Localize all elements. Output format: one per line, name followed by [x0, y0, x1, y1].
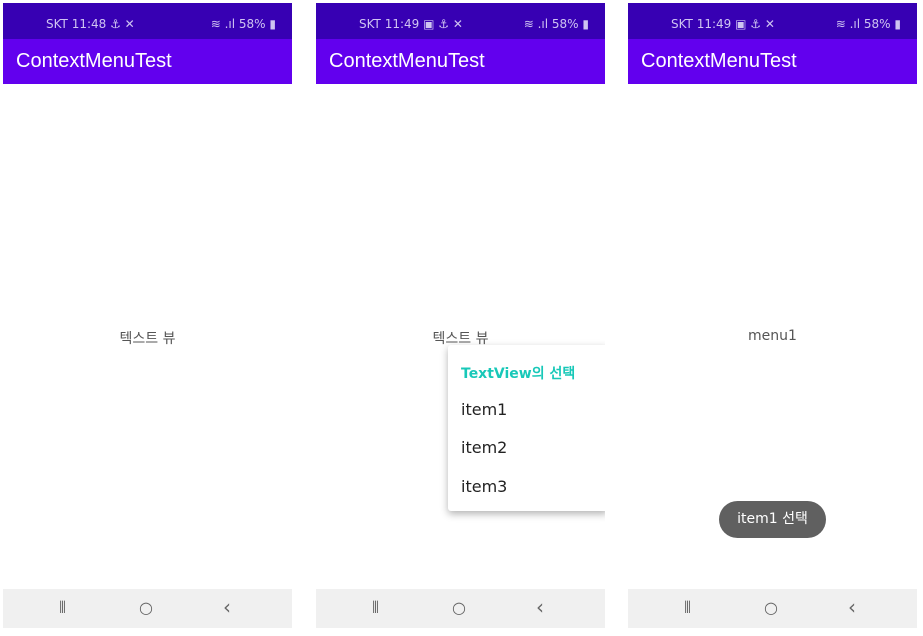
nav-bar: ⦀ ○ ‹	[628, 589, 917, 628]
toast: item1 선택	[719, 501, 826, 538]
app-title: ContextMenuTest	[329, 50, 485, 72]
text-view[interactable]: 텍스트 뷰	[432, 331, 489, 347]
text-view[interactable]: 텍스트 뷰	[119, 331, 176, 347]
home-icon[interactable]: ○	[764, 598, 778, 617]
status-bar: SKT 11:49 ▣ ⚓ ✕ ≋ .ıl 58% ▮	[628, 3, 917, 39]
app-title: ContextMenuTest	[641, 50, 797, 72]
app-title: ContextMenuTest	[16, 50, 172, 72]
back-icon[interactable]: ‹	[848, 595, 856, 619]
menu-item-2[interactable]: item2	[461, 438, 508, 457]
app-bar: ContextMenuTest	[3, 39, 292, 84]
nav-bar: ⦀ ○ ‹	[316, 589, 605, 628]
home-icon[interactable]: ○	[452, 598, 466, 617]
status-left: SKT 11:48 ⚓ ✕	[46, 17, 135, 31]
status-left: SKT 11:49 ▣ ⚓ ✕	[359, 17, 463, 31]
nav-bar: ⦀ ○ ‹	[3, 589, 292, 628]
app-bar: ContextMenuTest	[628, 39, 917, 84]
screen-2: SKT 11:49 ▣ ⚓ ✕ ≋ .ıl 58% ▮ ContextMenuTe…	[316, 3, 605, 628]
menu-item-1[interactable]: item1	[461, 400, 508, 419]
screen-1: SKT 11:48 ⚓ ✕ ≋ .ıl 58% ▮ ContextMenuTest…	[3, 3, 292, 628]
text-view[interactable]: menu1	[748, 328, 797, 344]
status-right: ≋ .ıl 58% ▮	[210, 17, 276, 31]
context-menu: TextView의 선택 item1 item2 item3	[448, 345, 605, 511]
back-icon[interactable]: ‹	[536, 595, 544, 619]
home-icon[interactable]: ○	[139, 598, 153, 617]
recents-icon[interactable]: ⦀	[59, 598, 67, 617]
context-menu-title: TextView의 선택	[461, 366, 576, 382]
screen-3: SKT 11:49 ▣ ⚓ ✕ ≋ .ıl 58% ▮ ContextMenuTe…	[628, 3, 917, 628]
back-icon[interactable]: ‹	[223, 595, 231, 619]
status-bar: SKT 11:49 ▣ ⚓ ✕ ≋ .ıl 58% ▮	[316, 3, 605, 39]
status-bar: SKT 11:48 ⚓ ✕ ≋ .ıl 58% ▮	[3, 3, 292, 39]
recents-icon[interactable]: ⦀	[372, 598, 380, 617]
status-right: ≋ .ıl 58% ▮	[835, 17, 901, 31]
app-bar: ContextMenuTest	[316, 39, 605, 84]
recents-icon[interactable]: ⦀	[684, 598, 692, 617]
status-right: ≋ .ıl 58% ▮	[523, 17, 589, 31]
status-left: SKT 11:49 ▣ ⚓ ✕	[671, 17, 775, 31]
menu-item-3[interactable]: item3	[461, 477, 508, 496]
